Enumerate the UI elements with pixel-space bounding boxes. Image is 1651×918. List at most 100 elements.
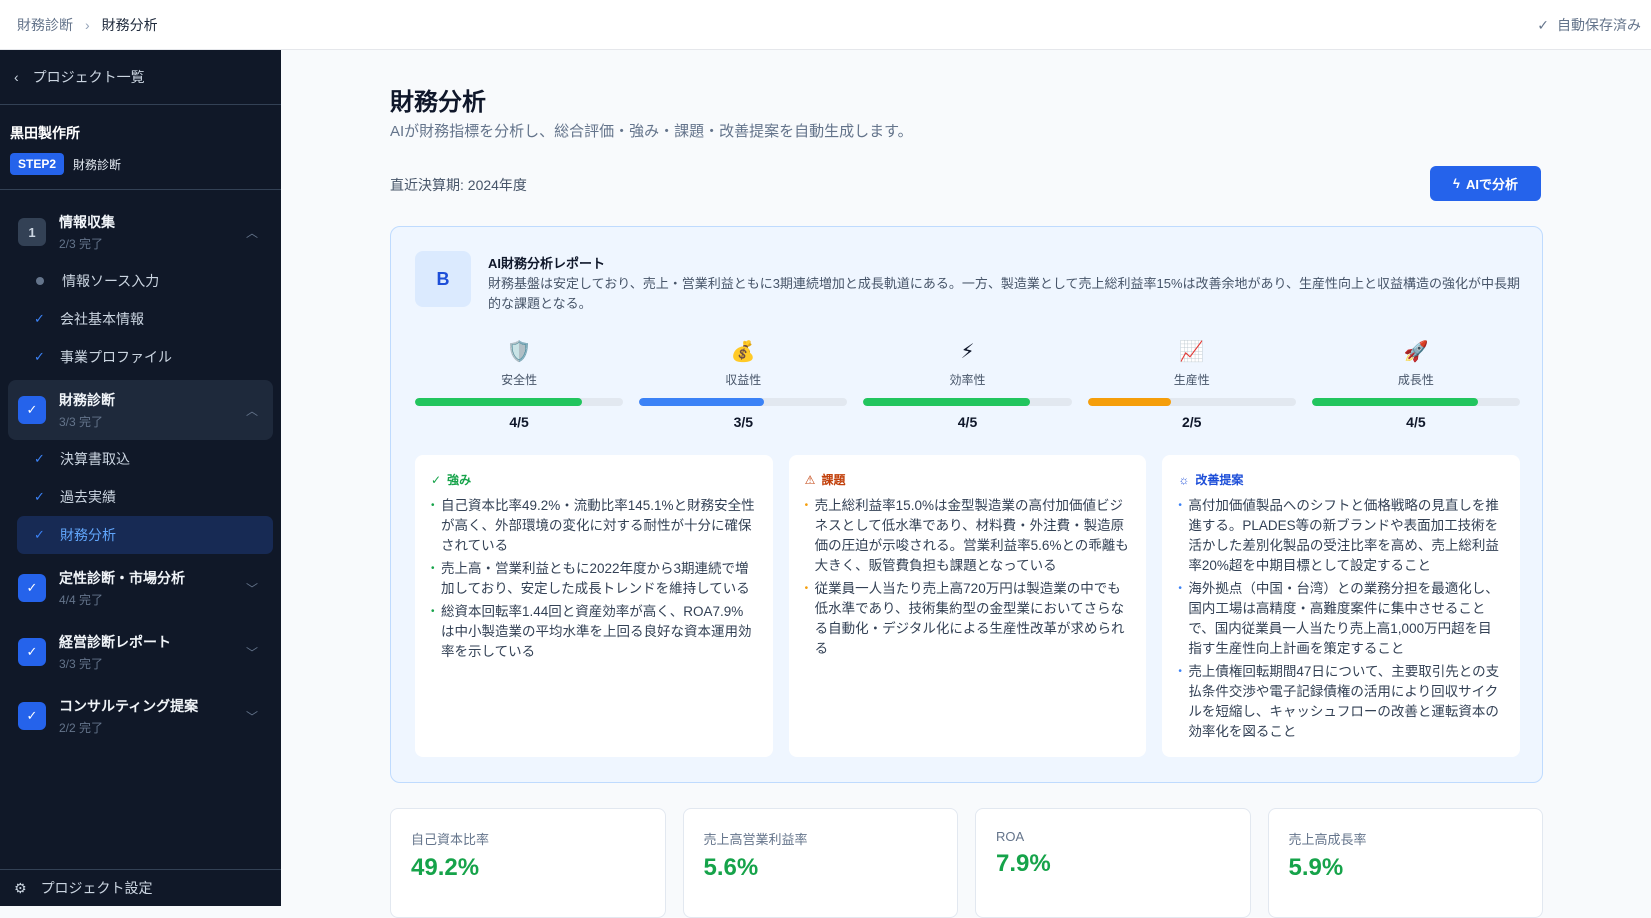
- project-settings-link[interactable]: ⚙ プロジェクト設定: [0, 869, 281, 906]
- score-value: 4/5: [957, 414, 978, 430]
- proposals-item: 高付加価値製品へのシフトと価格戦略の見直しを推進する。PLADES等の新ブランド…: [1178, 496, 1504, 576]
- strengths-item: 売上高・営業利益ともに2022年度から3期連続で増加しており、安定した成長トレン…: [431, 559, 757, 599]
- sidebar-item-label: 会社基本情報: [60, 311, 144, 327]
- proposals-item: 海外拠点（中国・台湾）との業務分担を最適化し、国内工場は高精度・高難度案件に集中…: [1178, 579, 1504, 659]
- score-item: 💰 収益性 3/5: [639, 339, 848, 430]
- checkbox-checked-icon: ✓: [18, 702, 46, 730]
- group-title: コンサルティング提案: [59, 698, 199, 714]
- score-value: 4/5: [509, 414, 529, 430]
- metric-card: 売上高成長率 5.9%: [1267, 808, 1543, 918]
- sidebar-item-label: 情報ソース入力: [62, 273, 160, 289]
- metric-card: 自己資本比率 49.2%: [390, 808, 666, 918]
- group-title: 財務診断: [59, 392, 115, 408]
- proposals-item: 売上債権回転期間47日について、主要取引先との支払条件交渉や電子記録債権の活用に…: [1178, 662, 1504, 742]
- score-bar-fill: [415, 398, 582, 406]
- score-bar-fill: [1311, 398, 1479, 406]
- metric-value: 5.9%: [1288, 854, 1344, 881]
- metric-value: 5.6%: [703, 854, 759, 881]
- step-label: 財務診断: [73, 157, 122, 172]
- score-item: 📈 生産性 2/5: [1087, 339, 1296, 430]
- metric-label: 売上高営業利益率: [703, 832, 808, 847]
- issues-title: 課題: [821, 473, 846, 487]
- back-label: プロジェクト一覧: [32, 69, 145, 85]
- sidebar-item[interactable]: ✓ 決算書取込: [17, 440, 273, 478]
- score-icon: 🚀: [1403, 341, 1429, 363]
- check-icon: ✓: [34, 349, 45, 364]
- chevron-up-icon[interactable]: ︿: [245, 403, 258, 418]
- sidebar-group[interactable]: ✓ コンサルティング提案 2/2 完了 ﹀: [8, 686, 273, 746]
- checkbox-checked-icon: ✓: [18, 574, 46, 602]
- score-icon: 💰: [730, 341, 756, 363]
- group-title: 情報収集: [59, 214, 115, 230]
- back-to-projects-link[interactable]: ‹ プロジェクト一覧: [0, 50, 281, 105]
- page-title: 財務分析: [390, 89, 486, 116]
- sidebar-item[interactable]: ✓ 過去実績: [17, 478, 273, 516]
- sidebar-group[interactable]: ✓ 経営診断レポート 3/3 完了 ﹀: [8, 622, 273, 682]
- score-bar: [863, 398, 1072, 406]
- chevron-down-icon[interactable]: ﹀: [245, 645, 258, 660]
- sidebar-group[interactable]: ✓ 財務診断 3/3 完了 ︿: [8, 380, 273, 440]
- gear-icon: ⚙: [14, 879, 27, 896]
- score-item: 🛡️ 安全性 4/5: [415, 339, 624, 430]
- ai-analyze-button[interactable]: ϟ AIで分析: [1430, 166, 1541, 201]
- page-description: AIが財務指標を分析し、総合評価・強み・課題・改善提案を自動生成します。: [390, 123, 913, 140]
- strengths-item: 総資本回転率1.44回と資産効率が高く、ROA7.9%は中小製造業の平均水準を上…: [431, 602, 757, 662]
- check-icon: ✓: [34, 489, 45, 504]
- score-icon: 📈: [1179, 341, 1205, 363]
- chevron-down-icon[interactable]: ﹀: [245, 709, 258, 724]
- score-label: 生産性: [1173, 373, 1210, 387]
- score-value: 4/5: [1406, 414, 1426, 430]
- metric-label: 自己資本比率: [411, 832, 490, 847]
- sidebar-item-label: 過去実績: [60, 489, 116, 505]
- score-label: 収益性: [725, 373, 762, 387]
- sidebar-item[interactable]: ✓ 会社基本情報: [17, 300, 273, 338]
- issues-item: 売上総利益率15.0%は金型製造業の高付加価値ビジネスとして低水準であり、材料費…: [805, 496, 1131, 576]
- checkbox-checked-icon: ✓: [18, 638, 46, 666]
- group-title: 定性診断・市場分析: [59, 570, 185, 586]
- score-bar: [1087, 398, 1296, 406]
- report-summary: 財務基盤は安定しており、売上・営業利益ともに3期連続増加と成長軌道にある。一方、…: [488, 276, 1521, 311]
- chevron-up-icon[interactable]: ︿: [245, 225, 258, 240]
- score-bar: [415, 398, 624, 406]
- score-bar-fill: [1087, 398, 1171, 406]
- score-label: 効率性: [949, 373, 986, 387]
- score-label: 成長性: [1397, 373, 1434, 387]
- chevron-down-icon[interactable]: ﹀: [245, 581, 258, 596]
- step-badge: STEP2: [10, 153, 65, 175]
- group-progress: 4/4 完了: [59, 593, 104, 607]
- chevron-right-icon: ›: [85, 16, 90, 33]
- sidebar-item[interactable]: 情報ソース入力: [17, 262, 273, 300]
- settings-label: プロジェクト設定: [40, 880, 153, 896]
- report-title: AI財務分析レポート: [488, 256, 606, 271]
- strengths-item: 自己資本比率49.2%・流動比率145.1%と財務安全性が高く、外部環境の変化に…: [431, 496, 757, 556]
- sidebar-item[interactable]: ✓ 事業プロファイル: [17, 338, 273, 376]
- score-value: 2/5: [1181, 414, 1202, 430]
- sidebar-group[interactable]: 1 情報収集 2/3 完了 ︿: [8, 202, 273, 262]
- check-icon: ✓: [34, 527, 45, 542]
- sidebar-item-label: 事業プロファイル: [60, 349, 172, 365]
- issues-item: 従業員一人当たり売上高720万円は製造業の中でも低水準であり、技術集約型の金型業…: [805, 579, 1131, 659]
- sidebar: ‹ プロジェクト一覧 黒田製作所 STEP2 財務診断 1 情報収集 2/3 完了 ︿ 情報…: [0, 50, 281, 906]
- step-number: 1: [18, 218, 46, 246]
- strengths-title: 強み: [447, 473, 472, 487]
- sidebar-group[interactable]: ✓ 定性診断・市場分析 4/4 完了 ﹀: [8, 558, 273, 618]
- strengths-box: ✓ 強み自己資本比率49.2%・流動比率145.1%と財務安全性が高く、外部環境の…: [415, 455, 773, 757]
- check-icon: ✓: [34, 451, 45, 466]
- score-icon: ⚡: [960, 341, 975, 363]
- proposals-title: 改善提案: [1195, 473, 1244, 487]
- ai-report-card: B AI財務分析レポート 財務基盤は安定しており、売上・営業利益ともに3期連続増…: [390, 226, 1543, 783]
- chevron-left-icon: ‹: [14, 69, 19, 85]
- grade-badge: B: [415, 251, 471, 307]
- sidebar-item-label: 財務分析: [60, 527, 116, 543]
- metric-card: 売上高営業利益率 5.6%: [682, 808, 958, 918]
- breadcrumb-parent[interactable]: 財務診断: [17, 16, 73, 33]
- score-row: 🛡️ 安全性 4/5 💰 収益性 3/5 ⚡ 効率性 4/5 📈 生産性 2/5 🚀 成長性 4/5: [415, 339, 1521, 430]
- score-bar: [639, 398, 848, 406]
- score-label: 安全性: [501, 373, 538, 387]
- top-bar: 財務診断 › 財務分析 ✓ 自動保存済み: [0, 0, 1651, 50]
- lightbulb-icon: ☼: [1178, 472, 1190, 487]
- sidebar-item[interactable]: ✓ 財務分析: [17, 516, 273, 554]
- group-progress: 3/3 完了: [59, 415, 104, 429]
- warning-icon: ⚠: [804, 472, 816, 487]
- proposals-box: ☼ 改善提案高付加価値製品へのシフトと価格戦略の見直しを推進する。PLADES等の…: [1162, 455, 1521, 757]
